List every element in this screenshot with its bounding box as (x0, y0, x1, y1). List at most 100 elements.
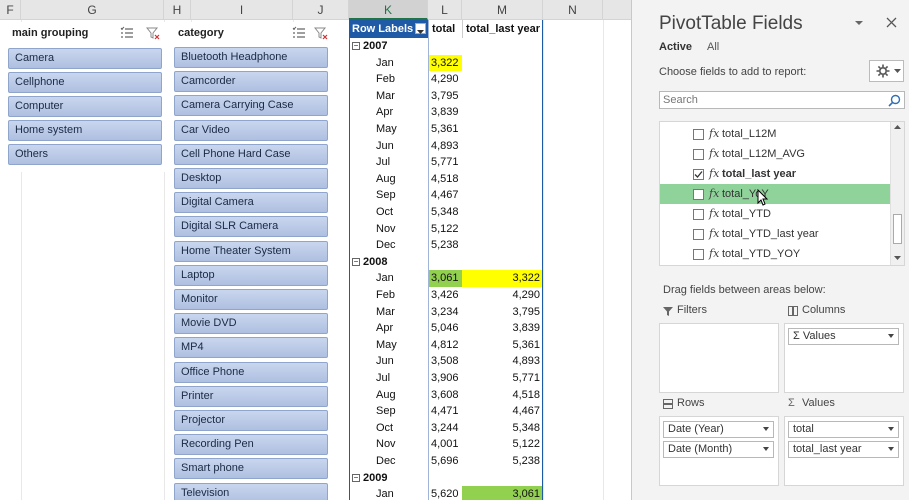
total-last-year-cell[interactable]: 3,061 (462, 486, 543, 500)
scroll-up-icon[interactable] (894, 125, 901, 130)
slicer-item-category[interactable]: Television (174, 482, 328, 500)
column-header-J[interactable]: J (293, 0, 349, 20)
total-last-year-cell[interactable]: 5,348 (512, 421, 540, 434)
slicer-item-category[interactable]: Projector (174, 410, 328, 431)
total-last-year-cell[interactable] (462, 171, 543, 188)
total-cell[interactable]: 5,361 (431, 123, 459, 135)
slicer-item-category[interactable]: Recording Pen (174, 434, 328, 456)
pivot-month-row[interactable]: Jul 3,906 5,771 (349, 370, 543, 387)
pivot-month-row[interactable]: Apr 5,046 3,839 (349, 320, 543, 337)
slicer-item-others[interactable]: Others (8, 144, 162, 165)
clear-filter-icon[interactable] (146, 26, 160, 40)
column-header-N[interactable]: N (543, 0, 603, 20)
values-chip-total-last-year[interactable]: total_last year (788, 441, 899, 458)
total-last-year-cell[interactable] (462, 88, 543, 105)
slicer-item-computer[interactable]: Computer (8, 96, 162, 117)
pivot-month-row[interactable]: Jun 3,508 4,893 (349, 353, 543, 370)
total-cell[interactable]: 4,812 (431, 338, 459, 351)
pivot-month-row[interactable]: Jul 5,771 (349, 154, 543, 171)
pivot-month-row[interactable]: Sep 4,471 4,467 (349, 403, 543, 420)
total-cell[interactable]: 4,467 (431, 189, 459, 202)
pivot-month-row[interactable]: Jun 4,893 (349, 138, 543, 155)
pane-options-chevron-icon[interactable] (854, 19, 864, 27)
total-last-year-cell[interactable] (462, 138, 543, 155)
pivot-month-row[interactable]: Jan 3,322 (349, 54, 543, 72)
pivot-table[interactable]: Row Labels total total_last year −2007 Ja… (349, 20, 543, 500)
total-cell[interactable]: 3,061 (428, 270, 462, 287)
column-header-L[interactable]: L (428, 0, 462, 20)
total-last-year-cell[interactable]: 3,839 (512, 322, 540, 335)
collapse-icon[interactable]: − (352, 41, 360, 50)
total-cell[interactable]: 3,608 (431, 388, 459, 401)
slicer-item-category[interactable]: Laptop (174, 264, 328, 286)
total-last-year-cell[interactable] (462, 38, 543, 55)
checkbox-icon[interactable] (693, 129, 704, 140)
total-header[interactable]: total (428, 20, 462, 38)
pivot-month-row[interactable]: Nov 5,122 (349, 221, 543, 238)
total-last-year-cell[interactable]: 5,238 (512, 455, 540, 467)
total-cell[interactable]: 3,508 (431, 355, 459, 368)
total-last-year-cell[interactable]: 4,893 (512, 355, 540, 368)
field-search-input[interactable]: Search (659, 91, 905, 109)
total-cell[interactable]: 3,426 (431, 289, 459, 301)
pivot-month-row[interactable]: Mar 3,795 (349, 88, 543, 105)
total-last-year-cell[interactable]: 5,361 (512, 338, 540, 351)
total-last-year-cell[interactable] (462, 470, 543, 487)
values-chip-total[interactable]: total (788, 421, 899, 438)
row-labels-header[interactable]: Row Labels (349, 20, 428, 38)
checkbox-icon[interactable] (693, 189, 704, 200)
pivot-month-row[interactable]: Dec 5,696 5,238 (349, 453, 543, 470)
pivot-month-row[interactable]: Jan 3,061 3,322 (349, 270, 543, 287)
slicer-item-category[interactable]: Home Theater System (174, 240, 328, 262)
total-cell[interactable] (428, 254, 462, 271)
tab-active[interactable]: Active (659, 41, 693, 53)
pivot-month-row[interactable]: Jan 5,620 3,061 (349, 486, 543, 500)
total-cell[interactable]: 4,518 (431, 172, 459, 185)
total-last-year-cell[interactable] (462, 71, 543, 88)
slicer-item-category[interactable]: Smart phone (174, 458, 328, 480)
clear-filter-icon[interactable] (314, 26, 328, 40)
total-last-year-cell[interactable]: 3,795 (512, 305, 540, 318)
checkbox-icon[interactable] (693, 249, 704, 260)
total-last-year-cell[interactable] (462, 254, 543, 271)
slicer-item-category[interactable]: MP4 (174, 337, 328, 359)
multi-select-icon[interactable] (120, 26, 134, 40)
total-last-year-cell[interactable] (462, 221, 543, 238)
chevron-down-icon[interactable] (763, 447, 769, 451)
field-list[interactable]: fx total_L12M fx total_L12M_AVG fx total_last… (659, 121, 905, 266)
chevron-down-icon[interactable] (888, 334, 894, 338)
collapse-icon[interactable]: − (352, 472, 360, 482)
total-last-year-cell[interactable] (462, 154, 543, 171)
rows-chip-year[interactable]: Date (Year) (663, 421, 774, 438)
checked-checkbox-icon[interactable] (693, 169, 704, 180)
total-cell[interactable]: 4,471 (431, 405, 459, 418)
tab-all[interactable]: All (707, 41, 720, 53)
field-item[interactable]: fx total_L12M_AVG (660, 144, 892, 164)
column-header-M[interactable]: M (462, 0, 543, 20)
slicer-item-category[interactable]: Digital Camera (174, 192, 328, 214)
pivot-month-row[interactable]: Dec 5,238 (349, 237, 543, 254)
pivot-month-row[interactable]: Sep 4,467 (349, 187, 543, 204)
field-item[interactable]: fx total_YTD_last year (660, 224, 892, 244)
total-cell[interactable]: 5,122 (431, 222, 459, 235)
close-icon[interactable] (886, 17, 897, 28)
slicer-item-category[interactable]: Office Phone (174, 361, 328, 383)
search-icon[interactable] (888, 94, 901, 107)
pivot-year-row[interactable]: −2008 (349, 254, 543, 271)
multi-select-icon[interactable] (292, 26, 306, 40)
slicer-item-category[interactable]: Movie DVD (174, 313, 328, 335)
pivot-month-row[interactable]: Mar 3,234 3,795 (349, 304, 543, 321)
field-item[interactable]: fx total_YTD (660, 204, 892, 224)
total-last-year-cell[interactable]: 5,771 (512, 372, 540, 384)
scrollbar-thumb[interactable] (893, 214, 902, 244)
pivot-month-row[interactable]: Nov 4,001 5,122 (349, 436, 543, 453)
column-header-H[interactable]: H (164, 0, 191, 20)
checkbox-icon[interactable] (693, 149, 704, 160)
total-cell[interactable]: 5,696 (431, 455, 459, 467)
total-cell[interactable] (428, 470, 462, 487)
filters-area[interactable]: Filters (659, 304, 779, 393)
total-cell[interactable]: 3,839 (431, 106, 459, 119)
slicer-item-category[interactable]: Monitor (174, 289, 328, 310)
pivot-year-row[interactable]: −2007 (349, 38, 543, 55)
columns-area[interactable]: Columns Σ Values (784, 304, 904, 393)
